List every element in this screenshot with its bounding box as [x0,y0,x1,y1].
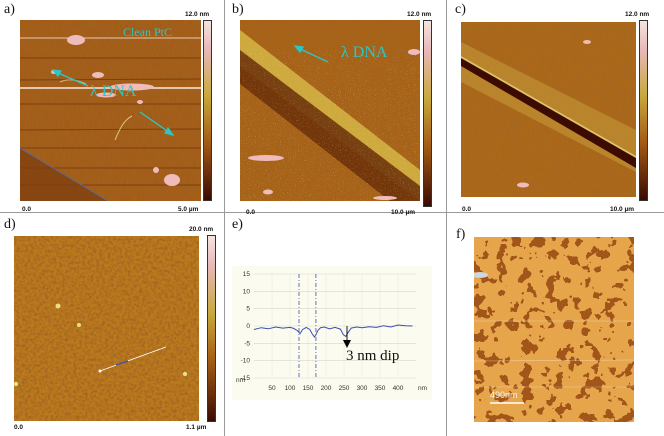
panel-d-label: d) [4,217,16,232]
panel-e-label: e) [232,217,243,232]
divider-vertical-right [446,0,447,436]
x-tick-label: 250 [339,385,350,392]
panel-b-texture [240,20,420,201]
panel-b-label: b) [232,2,244,17]
x-tick-label: 200 [321,385,332,392]
panel-a-label: a) [4,2,15,17]
panel-e-annotation: 3 nm dip [346,348,400,364]
panel-f-label: f) [456,227,466,242]
panel-c-label: c) [455,2,466,17]
panel-a-afm-image [20,20,201,201]
panel-c-scale-max: 12.0 nm [625,11,650,18]
panel-d-axis-end: 1.1 µm [186,424,207,431]
divider-horizontal [0,212,664,213]
profile-x-unit: nm [418,385,427,392]
y-tick-label: 10 [243,288,251,295]
profile-plot-grid [254,273,416,379]
panel-c-axis-start: 0.0 [462,206,472,213]
profile-y-unit: nm [236,377,245,384]
x-tick-label: 300 [357,385,368,392]
panel-b-annotation-dna: λ DNA [341,44,388,61]
x-tick-label: 50 [268,385,276,392]
x-tick-label: 100 [285,385,296,392]
panel-f-debris [474,272,488,278]
y-tick-label: -10 [241,358,251,365]
divider-vertical-left [224,0,225,436]
profile-plot-markers [298,274,317,378]
panel-a-texture [20,20,201,201]
panel-b-afm-image [240,20,420,201]
panel-a-colorbar [203,20,212,201]
panel-b-axis-start: 0.0 [246,209,256,216]
panel-d-axis-start: 0.0 [14,424,24,431]
profile-line [253,324,413,339]
panel-c-texture [461,22,636,197]
y-tick-label: 5 [246,306,250,313]
panel-a-arrows [51,69,175,137]
panel-c-axis-end: 10.0 µm [610,206,634,213]
panel-d-texture [14,236,199,421]
x-tick-label: 350 [375,385,386,392]
panel-d-afm-image [14,236,199,421]
panel-f-scale-bar-label: 490nm [490,390,518,400]
panel-a-axis-end: 5.0 µm [178,206,199,213]
panel-d-scale-max: 20.0 nm [189,226,214,233]
panel-b-colorbar [423,20,432,207]
panel-a-scale-max: 12.0 nm [185,11,210,18]
panel-f-afm-image [474,237,634,422]
x-tick-label: 400 [393,385,404,392]
profile-plot-y-ticks: 15 10 5 0 -5 -10 -15 [241,271,251,382]
profile-plot-background [232,266,432,400]
panel-a-axis-start: 0.0 [22,206,32,213]
y-tick-label: 15 [243,271,251,278]
panel-a-annotation-dna: λ DNA [90,83,137,100]
panel-b-axis-end: 10.0 µm [391,209,415,216]
panel-d-colorbar [207,235,216,422]
y-tick-label: -15 [241,375,251,382]
panel-b-arrow [293,45,329,63]
panel-b-scale-max: 12.0 nm [407,11,432,18]
panel-f-texture [474,237,634,422]
profile-plot-x-ticks: 50 100 150 200 250 300 350 400 [268,385,403,392]
panel-a-annotation-clean: Clean PtC [123,25,173,39]
dip-arrow [343,326,351,348]
panel-c-colorbar [639,20,648,201]
panel-c-afm-image [461,22,636,197]
x-tick-label: 150 [303,385,314,392]
y-tick-label: 0 [246,323,250,330]
y-tick-label: -5 [244,340,250,347]
